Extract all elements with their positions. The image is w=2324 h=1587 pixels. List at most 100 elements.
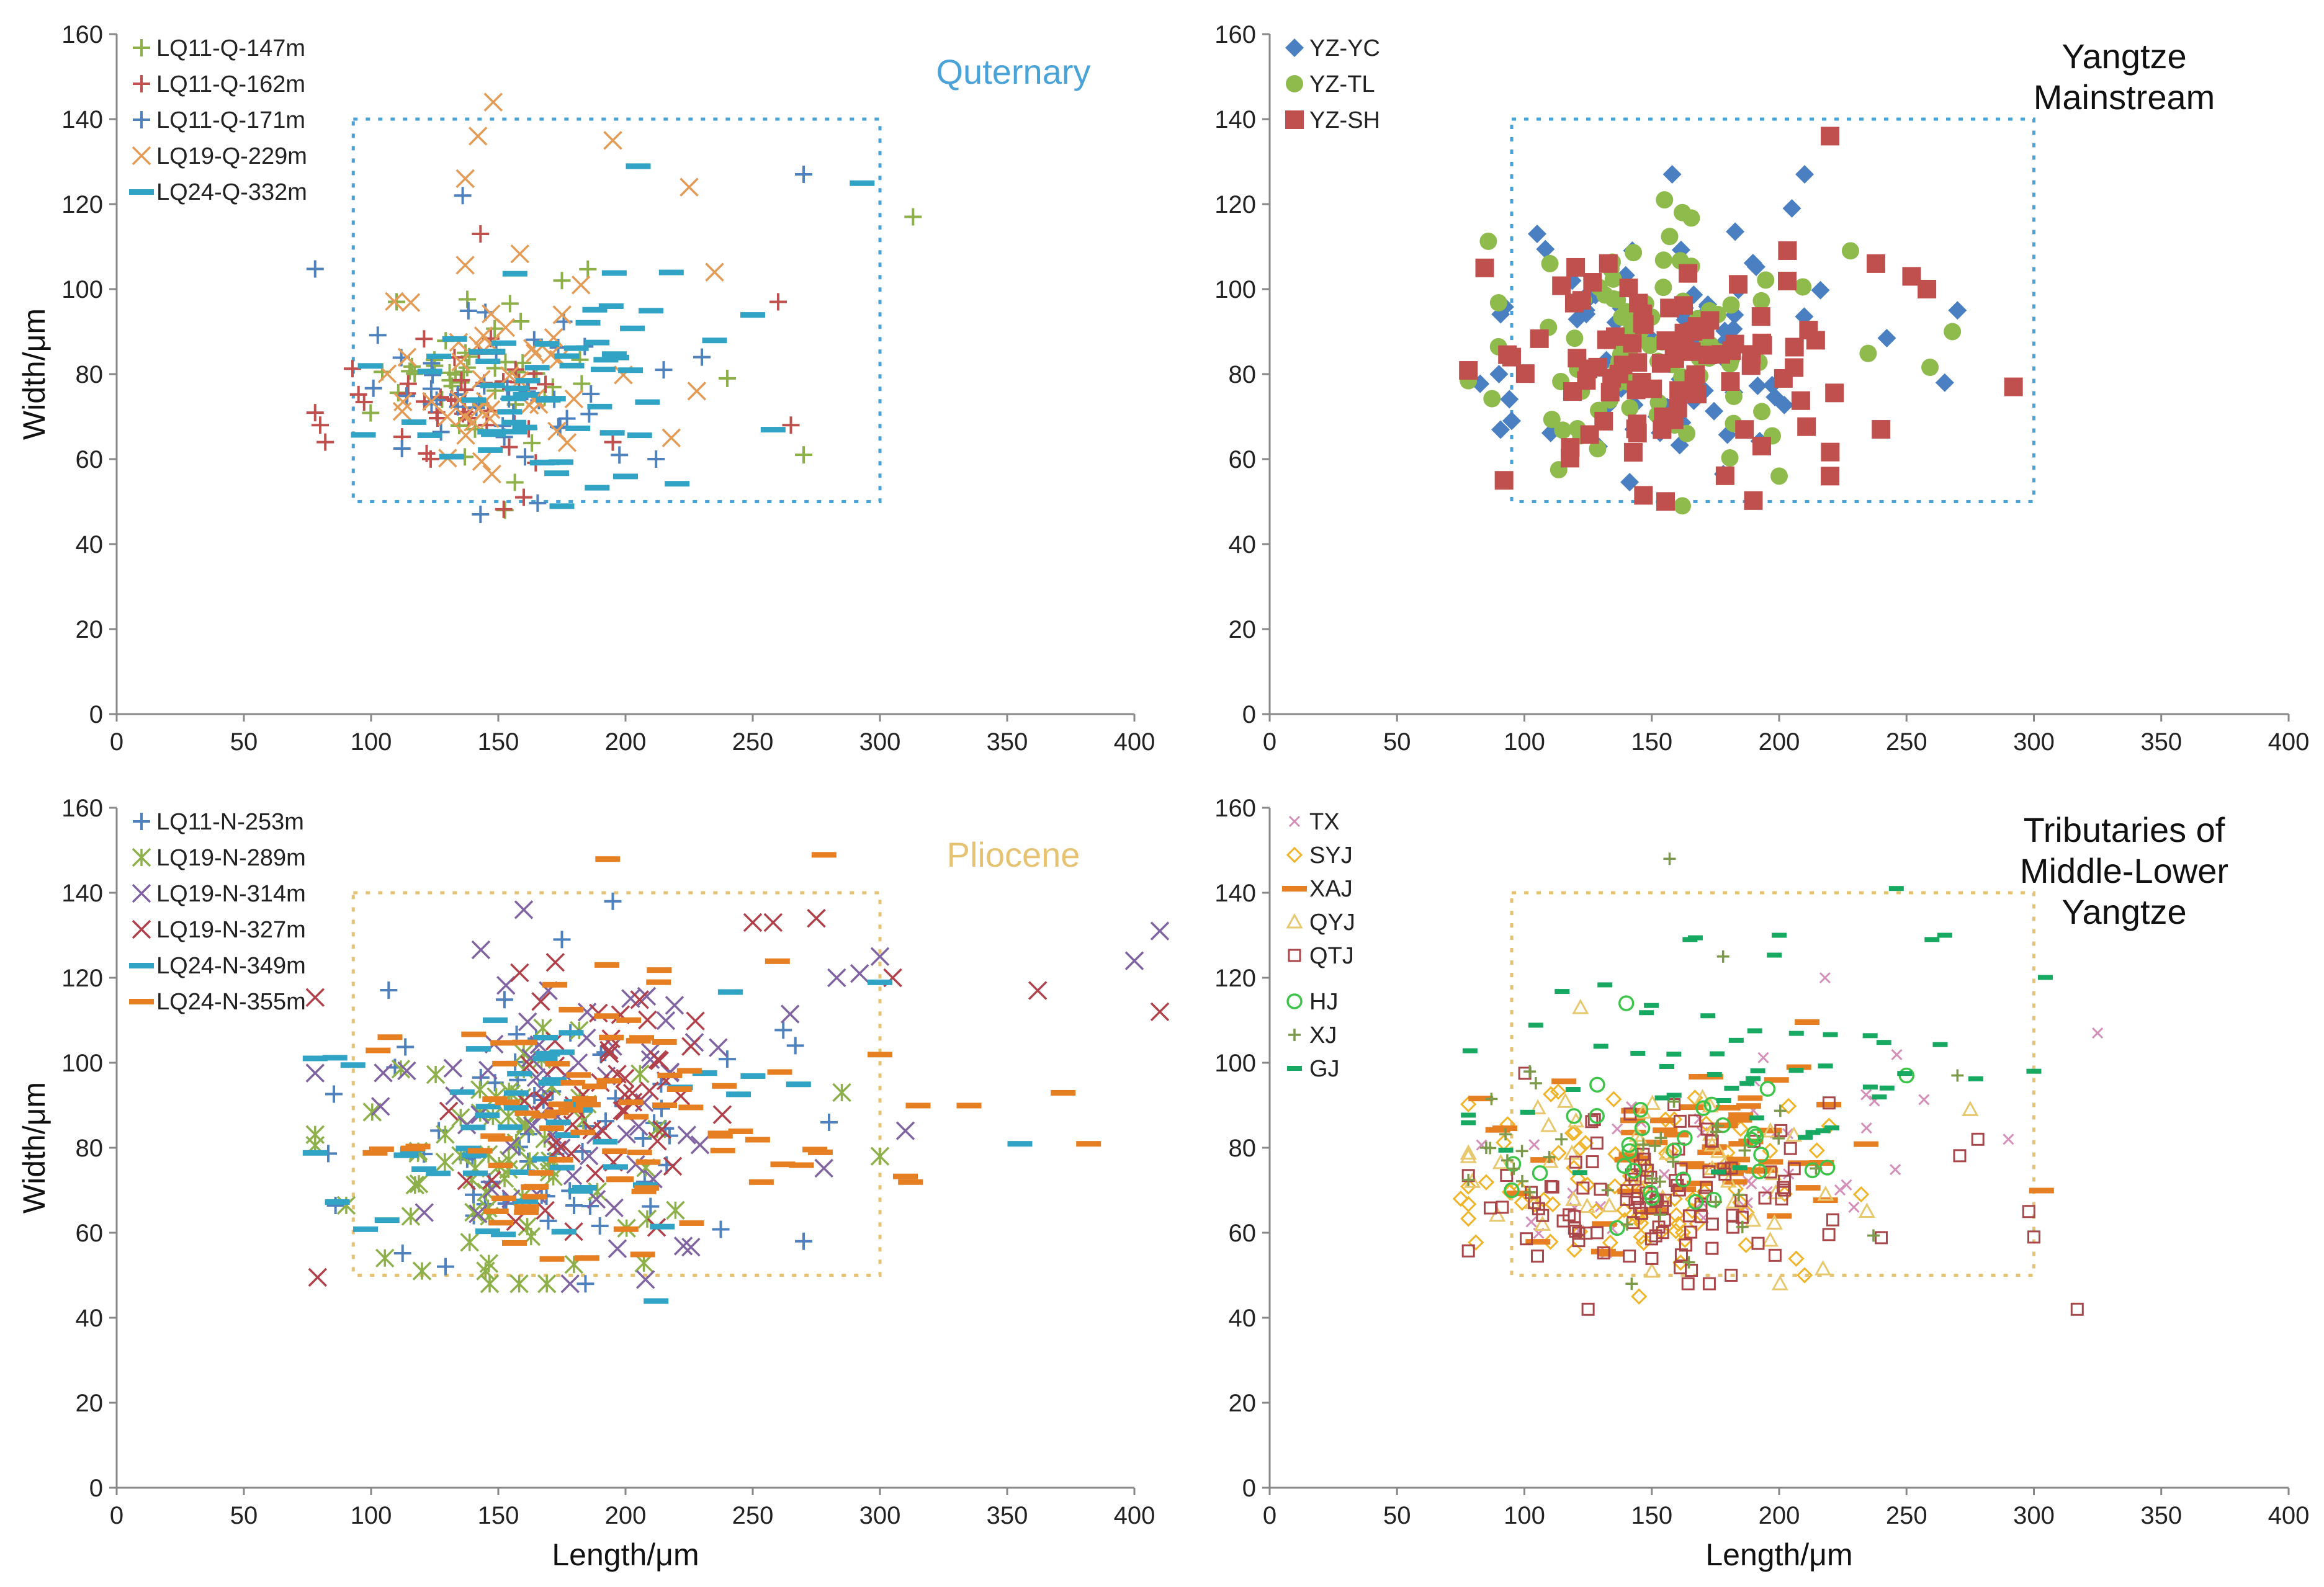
point-HJ bbox=[1675, 1171, 1692, 1187]
point-LQ24-N-349m bbox=[549, 1049, 575, 1055]
point-LQ11-N-253m bbox=[653, 1099, 671, 1117]
point-QTJ bbox=[1953, 1149, 1967, 1163]
point-YZ-TL bbox=[1841, 242, 1859, 260]
point-XJ bbox=[1648, 1139, 1661, 1152]
point-YZ-SH bbox=[1698, 346, 1717, 365]
data-points bbox=[1452, 852, 2104, 1316]
point-LQ19-N-289m bbox=[435, 1152, 455, 1172]
point-GJ bbox=[1462, 1048, 1478, 1053]
point-LQ24-N-355m bbox=[868, 1052, 892, 1058]
point-XAJ bbox=[1853, 1141, 1878, 1147]
point-QTJ bbox=[1694, 1210, 1708, 1223]
point-LQ11-N-253m bbox=[393, 1244, 411, 1262]
point-LQ24-N-355m bbox=[482, 1096, 508, 1102]
point-LQ19-N-289m bbox=[375, 1248, 395, 1268]
point-LQ19-N-327m bbox=[599, 1044, 619, 1063]
point-SYJ bbox=[1780, 1097, 1797, 1114]
point-LQ19-Q-229m bbox=[541, 345, 561, 364]
point-HJ bbox=[1625, 1163, 1642, 1179]
point-GJ bbox=[1897, 1071, 1913, 1076]
point-YZ-SH bbox=[1778, 241, 1797, 260]
point-XAJ bbox=[1757, 1127, 1782, 1133]
point-LQ24-Q-332m bbox=[549, 459, 574, 465]
point-QTJ bbox=[1700, 1181, 1713, 1194]
point-XAJ bbox=[1679, 1161, 1705, 1167]
point-QYJ bbox=[1489, 1206, 1506, 1222]
point-QYJ bbox=[1703, 1136, 1721, 1152]
point-YZ-SH bbox=[1626, 380, 1646, 400]
point-YZ-SH bbox=[1664, 340, 1684, 359]
point-LQ19-Q-229m bbox=[564, 389, 584, 409]
point-LQ19-N-289m bbox=[476, 1261, 495, 1281]
point-YZ-SH bbox=[1572, 291, 1591, 310]
point-LQ24-Q-332m bbox=[534, 341, 560, 347]
point-LQ19-N-314m bbox=[523, 1116, 542, 1135]
point-LQ24-Q-332m bbox=[582, 306, 608, 313]
point-QTJ bbox=[1572, 1234, 1586, 1248]
point-LQ24-N-349m bbox=[532, 1156, 557, 1162]
legend-marker-HJ bbox=[1286, 993, 1303, 1009]
point-XAJ bbox=[1592, 1221, 1617, 1227]
point-QYJ bbox=[1658, 1144, 1676, 1160]
point-YZ-TL bbox=[1483, 390, 1501, 408]
point-YZ-YC bbox=[1743, 253, 1762, 272]
legend-label: YZ-YC bbox=[1309, 35, 1380, 61]
point-SYJ bbox=[1550, 1145, 1567, 1161]
point-LQ19-N-314m bbox=[850, 963, 869, 983]
y-axis-title: Width/μm bbox=[17, 1082, 52, 1214]
point-YZ-SH bbox=[1866, 254, 1885, 273]
point-LQ19-N-327m bbox=[648, 1132, 667, 1151]
point-XAJ bbox=[1764, 1077, 1789, 1083]
point-GJ bbox=[1666, 1052, 1682, 1057]
point-LQ24-N-355m bbox=[635, 1159, 661, 1165]
point-GJ bbox=[1710, 1169, 1726, 1175]
data-points bbox=[306, 92, 922, 524]
point-LQ19-Q-229m bbox=[456, 426, 475, 445]
point-YZ-SH bbox=[1668, 398, 1687, 418]
point-LQ19-Q-229m bbox=[464, 413, 483, 432]
point-YZ-SH bbox=[1580, 425, 1599, 444]
point-YZ-SH bbox=[1552, 276, 1571, 295]
legend-label: LQ19-N-289m bbox=[156, 845, 306, 871]
point-LQ24-N-355m bbox=[710, 1148, 735, 1154]
point-YZ-YC bbox=[1536, 239, 1555, 259]
y-tick-label: 40 bbox=[1229, 531, 1257, 558]
point-XAJ bbox=[1664, 1132, 1689, 1138]
point-XJ bbox=[1529, 1077, 1542, 1090]
point-YZ-TL bbox=[1554, 421, 1572, 439]
point-GJ bbox=[1654, 1095, 1670, 1101]
point-GJ bbox=[1461, 1120, 1476, 1125]
point-GJ bbox=[1879, 1085, 1895, 1091]
point-LQ24-N-349m bbox=[740, 1073, 766, 1079]
point-QTJ bbox=[1586, 1155, 1599, 1169]
point-LQ24-N-355m bbox=[594, 962, 620, 968]
point-LQ24-N-355m bbox=[539, 1256, 565, 1262]
point-LQ19-Q-229m bbox=[437, 407, 457, 426]
point-XAJ bbox=[1727, 1117, 1752, 1123]
point-LQ24-N-355m bbox=[652, 1102, 678, 1109]
x-tick-label: 400 bbox=[2268, 1502, 2310, 1529]
point-GJ bbox=[1797, 1135, 1813, 1140]
point-LQ24-Q-332m bbox=[512, 424, 537, 431]
point-LQ19-N-314m bbox=[690, 1135, 710, 1155]
point-LQ19-N-314m bbox=[514, 900, 534, 919]
point-LQ11-Q-171m bbox=[582, 385, 600, 403]
legend-label: YZ-SH bbox=[1309, 107, 1380, 133]
point-LQ19-N-327m bbox=[547, 1140, 567, 1160]
point-SYJ bbox=[1667, 1222, 1684, 1240]
point-YZ-SH bbox=[1735, 420, 1754, 439]
point-YZ-SH bbox=[1721, 372, 1740, 391]
point-LQ19-N-314m bbox=[469, 1204, 488, 1223]
point-LQ19-N-289m bbox=[470, 1080, 490, 1099]
legend: LQ11-N-253m LQ19-N-289m LQ19-N-314m LQ19-N-… bbox=[129, 809, 306, 1015]
point-GJ bbox=[1876, 1040, 1891, 1045]
point-YZ-TL bbox=[1541, 254, 1559, 272]
point-LQ19-N-314m bbox=[827, 968, 846, 988]
point-YZ-SH bbox=[1566, 257, 1586, 277]
point-GJ bbox=[1732, 1165, 1747, 1171]
legend-marker-LQ11-Q-162m bbox=[133, 75, 150, 92]
point-LQ19-N-314m bbox=[1124, 951, 1144, 970]
point-YZ-SH bbox=[1494, 471, 1514, 490]
point-LQ24-N-349m bbox=[411, 1166, 437, 1173]
point-QTJ bbox=[1787, 1162, 1801, 1176]
